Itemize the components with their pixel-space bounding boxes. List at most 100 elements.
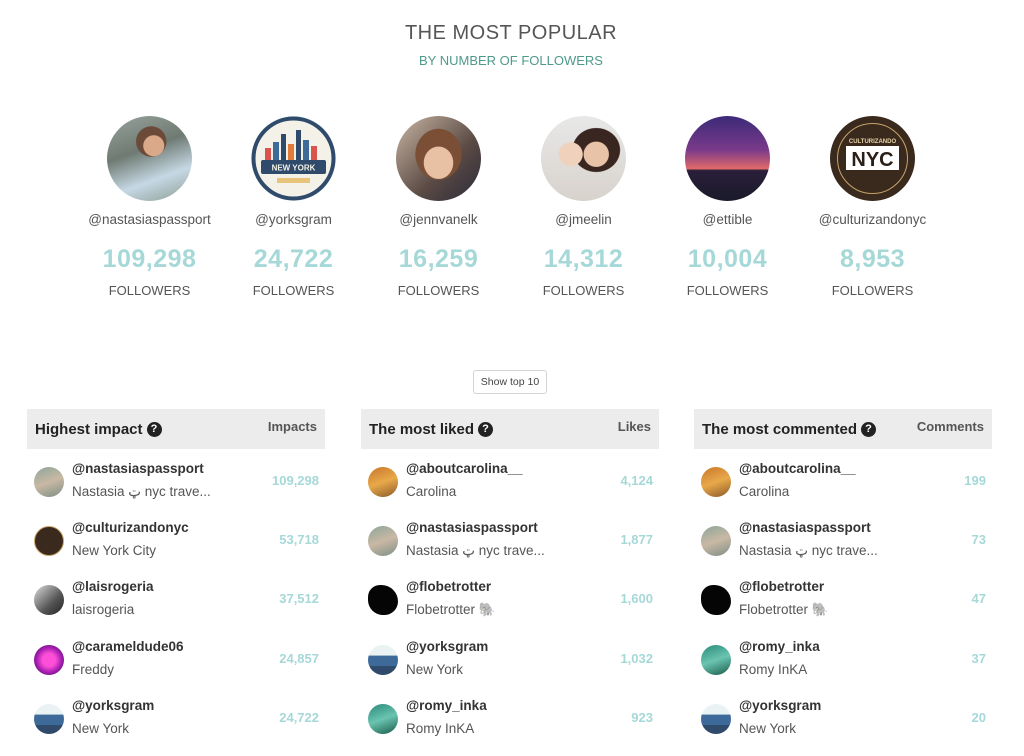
follower-count: 10,004 [687, 245, 768, 273]
avatar[interactable] [701, 585, 731, 615]
account-handle[interactable]: @culturizandonyc [818, 212, 927, 227]
followers-label: FOLLOWERS [686, 283, 769, 298]
row-name: New York [739, 721, 797, 736]
follower-count: 109,298 [102, 245, 197, 273]
row-handle[interactable]: @flobetrotter [739, 579, 825, 594]
page-subtitle: BY NUMBER OF FOLLOWERS [419, 53, 603, 68]
list-item[interactable]: @flobetrotter Flobetrotter 🐘 47 [694, 579, 992, 635]
avatar[interactable] [368, 526, 398, 556]
followers-label: FOLLOWERS [831, 283, 914, 298]
avatar[interactable] [34, 526, 64, 556]
list-item[interactable]: @nastasiaspassport Nastasia ټ nyc trave.… [27, 461, 325, 517]
avatar[interactable] [701, 526, 731, 556]
follower-count: 14,312 [543, 245, 624, 273]
row-handle[interactable]: @yorksgram [72, 698, 155, 713]
row-value: 1,032 [620, 651, 653, 666]
row-handle[interactable]: @aboutcarolina__ [406, 461, 523, 476]
show-top-10-button[interactable]: Show top 10 [473, 370, 547, 394]
list-item[interactable]: @flobetrotter Flobetrotter 🐘 1,600 [361, 579, 659, 635]
row-name: New York [72, 721, 130, 736]
top-account-card[interactable]: @jmeelin 14,312 FOLLOWERS [511, 116, 656, 298]
row-name: New York [406, 662, 464, 677]
row-handle[interactable]: @yorksgram [406, 639, 489, 654]
list-item[interactable]: @yorksgram New York 1,032 [361, 639, 659, 695]
avatar[interactable] [685, 116, 770, 201]
top-account-card[interactable]: @ettible 10,004 FOLLOWERS [655, 116, 800, 298]
row-value: 24,722 [279, 710, 319, 725]
avatar[interactable] [701, 704, 731, 734]
account-handle[interactable]: @jennvanelk [399, 212, 478, 227]
followers-label: FOLLOWERS [108, 283, 191, 298]
row-handle[interactable]: @carameldude06 [72, 639, 184, 654]
row-handle[interactable]: @nastasiaspassport [72, 461, 204, 476]
list-item[interactable]: @aboutcarolina__ Carolina 199 [694, 461, 992, 517]
list-item[interactable]: @yorksgram New York 20 [694, 698, 992, 754]
row-name: Freddy [72, 662, 115, 677]
list-item[interactable]: @aboutcarolina__ Carolina 4,124 [361, 461, 659, 517]
avatar[interactable] [107, 116, 192, 201]
follower-count: 24,722 [253, 245, 334, 273]
row-name: New York City [72, 543, 157, 558]
panel-header: The most commented? Comments [694, 409, 992, 449]
avatar[interactable]: NEW YORK [251, 116, 336, 201]
avatar[interactable] [541, 116, 626, 201]
row-handle[interactable]: @nastasiaspassport [739, 520, 871, 535]
row-value: 1,877 [620, 532, 653, 547]
avatar[interactable] [368, 704, 398, 734]
list-item[interactable]: @nastasiaspassport Nastasia ټ nyc trave.… [361, 520, 659, 576]
avatar[interactable] [34, 467, 64, 497]
avatar[interactable] [701, 645, 731, 675]
row-handle[interactable]: @aboutcarolina__ [739, 461, 856, 476]
row-value: 47 [971, 591, 986, 606]
row-handle[interactable]: @flobetrotter [406, 579, 492, 594]
help-icon[interactable]: ? [478, 421, 494, 437]
account-handle[interactable]: @yorksgram [255, 212, 332, 227]
account-handle[interactable]: @jmeelin [555, 212, 612, 227]
row-handle[interactable]: @laisrogeria [72, 579, 154, 594]
avatar[interactable] [368, 467, 398, 497]
avatar[interactable] [34, 585, 64, 615]
top-account-card[interactable]: @jennvanelk 16,259 FOLLOWERS [366, 116, 511, 298]
top-account-card[interactable]: @nastasiaspassport 109,298 FOLLOWERS [77, 116, 222, 298]
list-item[interactable]: @laisrogeria laisrogeria 37,512 [27, 579, 325, 635]
account-handle[interactable]: @ettible [702, 212, 753, 227]
column-header[interactable]: Impacts [267, 418, 317, 434]
column-header[interactable]: Likes [617, 418, 651, 434]
row-value: 109,298 [272, 473, 319, 488]
help-icon[interactable]: ? [146, 421, 162, 437]
row-name: Nastasia ټ nyc trave... [406, 543, 545, 558]
avatar[interactable] [368, 645, 398, 675]
top-account-card[interactable]: NEW YORK @yorksgram 24,722 FOLLOWERS [221, 116, 366, 298]
list-item[interactable]: @romy_inka Romy InKA 37 [694, 639, 992, 695]
row-name: laisrogeria [72, 602, 135, 617]
account-handle[interactable]: @nastasiaspassport [88, 212, 211, 227]
avatar[interactable]: CULTURIZANDO NYC [830, 116, 915, 201]
help-icon[interactable]: ? [861, 421, 877, 437]
row-name: Romy InKA [739, 662, 808, 677]
list-item[interactable]: @carameldude06 Freddy 24,857 [27, 639, 325, 695]
nyc-logo: CULTURIZANDO NYC [830, 116, 915, 201]
row-value: 923 [631, 710, 653, 725]
panel-title: The most commented [702, 420, 858, 438]
row-handle[interactable]: @romy_inka [406, 698, 487, 713]
list-item[interactable]: @yorksgram New York 24,722 [27, 698, 325, 754]
row-handle[interactable]: @culturizandonyc [72, 520, 189, 535]
row-handle[interactable]: @nastasiaspassport [406, 520, 538, 535]
row-name: Nastasia ټ nyc trave... [739, 543, 878, 558]
row-handle[interactable]: @romy_inka [739, 639, 820, 654]
avatar[interactable] [368, 585, 398, 615]
column-header[interactable]: Comments [916, 418, 984, 434]
panel-header: The most liked? Likes [361, 409, 659, 449]
list-item[interactable]: @culturizandonyc New York City 53,718 [27, 520, 325, 576]
panel-title: The most liked [369, 420, 475, 438]
logo-text: NEW YORK [272, 164, 316, 173]
avatar[interactable] [396, 116, 481, 201]
avatar[interactable] [34, 645, 64, 675]
logo-subtext: CULTURIZANDO [849, 139, 897, 145]
list-item[interactable]: @romy_inka Romy InKA 923 [361, 698, 659, 754]
top-account-card[interactable]: CULTURIZANDO NYC @culturizandonyc 8,953 … [800, 116, 945, 298]
avatar[interactable] [701, 467, 731, 497]
list-item[interactable]: @nastasiaspassport Nastasia ټ nyc trave.… [694, 520, 992, 576]
row-handle[interactable]: @yorksgram [739, 698, 822, 713]
avatar[interactable] [34, 704, 64, 734]
